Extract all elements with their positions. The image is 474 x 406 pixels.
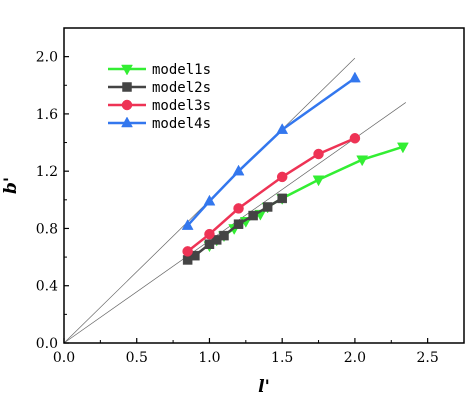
data-point-model2s — [219, 230, 229, 241]
data-point-model2s — [233, 219, 244, 229]
y-tick-label: 0.8 — [36, 221, 58, 237]
data-point-model3s — [313, 148, 324, 160]
x-tick-label: 0.0 — [53, 350, 75, 366]
legend-marker-model4s — [121, 116, 133, 128]
x-tick-label: 2.5 — [417, 350, 439, 366]
data-point-model3s — [349, 133, 361, 144]
x-tick-label: 0.5 — [126, 350, 148, 366]
series-model3s — [182, 133, 361, 257]
data-point-model3s — [276, 171, 288, 183]
series-layer — [181, 71, 409, 265]
x-tick-label: 2.0 — [344, 350, 366, 366]
data-point-model3s — [233, 203, 244, 214]
legend-item-model3s: model3s — [108, 98, 211, 114]
data-point-model2s — [277, 193, 287, 204]
y-tick-label: 0.4 — [36, 279, 58, 295]
data-point-model4s — [232, 164, 245, 176]
data-point-model2s — [248, 210, 258, 221]
data-point-model4s — [203, 194, 216, 206]
legend-marker-model3s — [121, 99, 133, 111]
data-point-model1s — [396, 142, 409, 154]
series-model2s — [182, 193, 287, 265]
legend-marker-model1s — [121, 64, 133, 76]
legend: model1s model2s model3s model4s — [108, 62, 211, 132]
legend-label: model4s — [152, 116, 211, 132]
y-tick-label: 2.0 — [36, 50, 58, 66]
data-point-model3s — [182, 246, 193, 257]
y-axis-label: b' — [1, 177, 21, 194]
data-point-model3s — [204, 228, 215, 240]
y-tick-label: 1.2 — [36, 164, 58, 180]
x-tick-label: 1.0 — [198, 350, 220, 366]
data-point-model2s — [262, 202, 273, 212]
data-point-model4s — [348, 71, 361, 83]
x-tick-label: 1.5 — [271, 350, 293, 366]
data-point-model1s — [312, 175, 325, 187]
y-tick-label: 1.6 — [36, 107, 58, 123]
y-tick-label: 0.0 — [36, 336, 58, 352]
legend-label: model1s — [152, 62, 211, 78]
series-model4s — [181, 71, 361, 230]
data-point-model4s — [276, 123, 289, 134]
data-point-model4s — [181, 219, 194, 230]
x-axis: 0.0 0.5 1.0 1.5 2.0 2.5 — [53, 338, 439, 366]
x-axis-label: l' — [258, 377, 270, 397]
data-point-model1s — [356, 155, 369, 167]
legend-label: model2s — [152, 80, 211, 96]
legend-label: model3s — [152, 98, 211, 114]
legend-item-model1s: model1s — [108, 62, 211, 78]
legend-item-model2s: model2s — [108, 80, 211, 96]
plot-frame — [63, 27, 465, 344]
legend-item-model4s: model4s — [108, 116, 211, 132]
legend-marker-model2s — [122, 82, 132, 92]
y-axis: 0.0 0.4 0.8 1.2 1.6 2.0 — [36, 50, 69, 352]
